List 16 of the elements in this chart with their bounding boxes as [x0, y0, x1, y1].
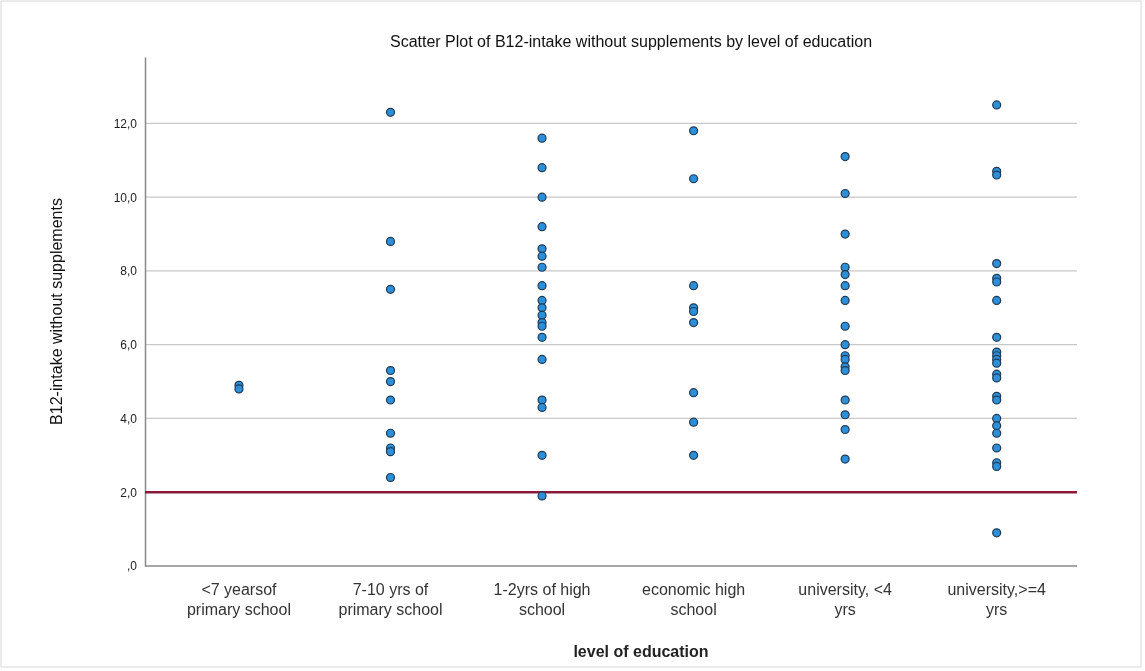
y-tick-label: ,0: [126, 559, 138, 574]
y-tick-label: 2,0: [120, 485, 138, 500]
chart-title: Scatter Plot of B12-intake without supplements by level of education: [389, 33, 873, 50]
y-tick-label: 12,0: [113, 116, 138, 131]
x-axis-title: level of education: [573, 643, 709, 660]
x-tick-label: university,>=4 yrs: [947, 581, 1046, 618]
x-tick-label: economic high school: [642, 581, 746, 618]
x-tick-label: <7 yearsof primary school: [186, 581, 291, 618]
y-axis-title: B12-intake without supplements: [48, 198, 65, 425]
x-tick-label: university, <4 yrs: [798, 581, 892, 618]
y-tick-label: 6,0: [120, 338, 138, 353]
x-tick-label: 7-10 yrs of primary school: [338, 581, 443, 618]
y-tick-label: 8,0: [120, 264, 138, 279]
y-tick-label: 4,0: [120, 411, 138, 426]
x-tick-label: 1-2yrs of high school: [493, 581, 591, 618]
y-tick-label: 10,0: [113, 190, 138, 205]
